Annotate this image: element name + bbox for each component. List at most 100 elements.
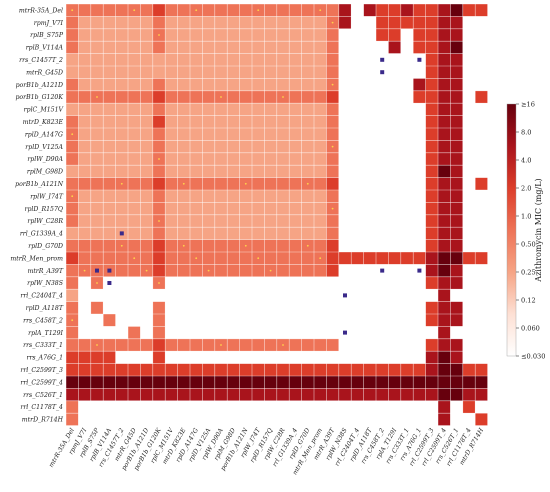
heatmap-cell (289, 152, 302, 166)
cell-dot-marker (71, 195, 74, 198)
heatmap-cell (115, 400, 128, 414)
heatmap-cell (239, 227, 252, 240)
heatmap-cell (314, 227, 327, 240)
heatmap-cell (128, 326, 141, 339)
heatmap-cell (400, 90, 414, 104)
heatmap-cell (128, 363, 141, 376)
heatmap-cell (252, 115, 265, 128)
row-label: rpmJ_V7I (34, 20, 64, 27)
heatmap-cell (363, 214, 376, 228)
heatmap-cell (276, 152, 290, 166)
heatmap-cell (413, 103, 426, 116)
heatmap-cell (227, 338, 240, 352)
heatmap-cell (214, 202, 228, 215)
heatmap-cell (115, 314, 128, 327)
heatmap-cell (227, 66, 240, 79)
heatmap-cell (475, 103, 488, 116)
heatmap-cell (227, 140, 240, 153)
heatmap-cell (90, 239, 104, 252)
heatmap-cell (103, 16, 116, 29)
colorbar-title: Azithromycin MIC (mg/L) (534, 178, 543, 282)
heatmap-cell (400, 115, 414, 128)
heatmap-cell (227, 252, 240, 265)
heatmap-cell (239, 351, 252, 364)
heatmap-cell (152, 413, 166, 426)
heatmap-cell (140, 103, 153, 116)
heatmap-cell (475, 376, 488, 389)
heatmap-cell (177, 214, 190, 228)
heatmap-cell (462, 41, 476, 54)
heatmap-cell (202, 276, 215, 290)
heatmap-cell (78, 363, 91, 376)
heatmap-cell (252, 301, 265, 314)
heatmap-cell (103, 190, 116, 203)
heatmap-cell (78, 289, 91, 302)
heatmap-cell (400, 314, 414, 327)
heatmap-cell (90, 53, 104, 66)
heatmap-cell (202, 190, 215, 203)
heatmap-cell (177, 103, 190, 116)
heatmap-cell (66, 90, 79, 104)
heatmap-cell (289, 214, 302, 228)
heatmap-cell (239, 400, 252, 414)
heatmap-cell (140, 53, 153, 66)
heatmap-cell (400, 388, 414, 401)
heatmap-cell (413, 28, 426, 42)
cell-dot-marker (319, 257, 322, 260)
heatmap-cell (326, 165, 339, 178)
heatmap-cell (289, 103, 302, 116)
heatmap-cell (214, 301, 228, 314)
heatmap-cell (252, 264, 265, 277)
heatmap-cell (388, 301, 401, 314)
heatmap-cell (214, 128, 228, 141)
heatmap-cell (475, 53, 488, 66)
heatmap-cell (326, 314, 339, 327)
row-label: rplW_I74T (30, 193, 64, 200)
heatmap-cell (475, 128, 488, 141)
heatmap-cell (190, 239, 203, 252)
colorbar-tick-label: ≤0.030 (521, 352, 545, 360)
heatmap-cell (425, 289, 438, 302)
row-label: rplD_R157Q (25, 206, 64, 213)
heatmap-cell (289, 289, 302, 302)
heatmap-cell (190, 28, 203, 42)
heatmap-cell (438, 276, 451, 290)
heatmap-cell (227, 289, 240, 302)
heatmap-cell (78, 66, 91, 79)
heatmap-cell (289, 41, 302, 54)
heatmap-cell (264, 66, 277, 79)
heatmap-cell (363, 239, 376, 252)
heatmap-cell (462, 276, 476, 290)
heatmap-cell (190, 177, 203, 190)
heatmap-cell (90, 326, 104, 339)
heatmap-cell (202, 326, 215, 339)
heatmap-cell (214, 140, 228, 153)
heatmap-cell (462, 53, 476, 66)
heatmap-cell (264, 413, 277, 426)
heatmap-cell (338, 227, 352, 240)
colorbar: ≥16 8.0 4.0 2.0 1.0 0.50 0.25 0.12 0.060 ≤0.030 A… (506, 100, 545, 360)
cell-dot-marker (195, 9, 198, 12)
colorbar-tick-label: 0.50 (521, 240, 536, 248)
heatmap-cell (227, 388, 240, 401)
heatmap-cell (264, 103, 277, 116)
heatmap-cell (214, 78, 228, 91)
colorbar-tick-label: 0.060 (521, 324, 540, 332)
heatmap-cell (165, 53, 178, 66)
heatmap-cell (177, 140, 190, 153)
heatmap-cell (425, 264, 438, 277)
heatmap-cell (425, 351, 438, 364)
heatmap-cell (376, 326, 389, 339)
heatmap-cell (276, 252, 290, 265)
heatmap-cell (115, 16, 128, 29)
heatmap-cell (128, 202, 141, 215)
heatmap-cell (301, 41, 314, 54)
heatmap-cell (438, 53, 451, 66)
heatmap-cell (239, 264, 252, 277)
heatmap-cell (462, 90, 476, 104)
heatmap-cell (376, 103, 389, 116)
heatmap-cell (165, 326, 178, 339)
heatmap-cell (227, 128, 240, 141)
heatmap-cell (264, 376, 277, 389)
heatmap-cell (239, 103, 252, 116)
